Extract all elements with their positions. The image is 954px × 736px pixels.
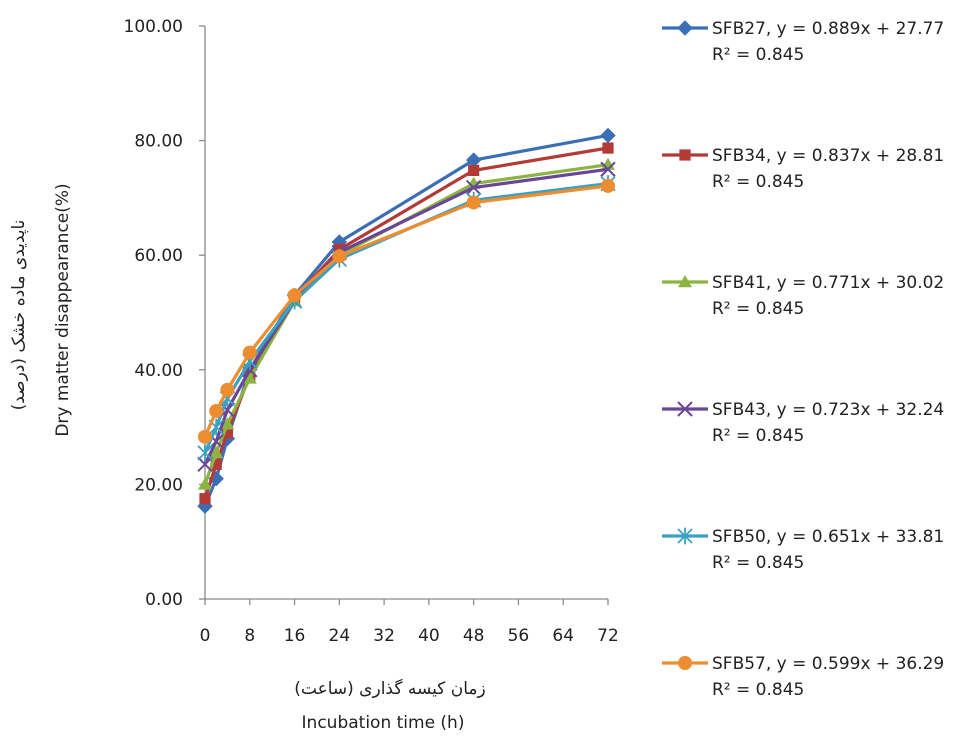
y-tick-label: 100.00 [124,17,183,37]
legend-item-sfb27: SFB27, y = 0.889x + 27.77 R² = 0.845 [662,19,944,65]
data-point [466,195,481,210]
legend-item-sfb34: SFB34, y = 0.837x + 28.81 R² = 0.845 [662,146,944,192]
data-point [209,404,224,419]
x-axis-title-persian: زمان کیسه گذاری (ساعت) [294,678,485,699]
data-point [197,456,213,473]
series-group [197,127,616,514]
x-tick-label: 64 [552,626,574,646]
data-point [197,444,213,462]
series-line [203,184,609,438]
series-sfb57 [198,178,615,444]
data-point-stroke [465,179,482,196]
x-tick-label: 0 [200,626,211,646]
y-tick-label: 80.00 [134,132,183,152]
series-sfb27 [197,127,616,514]
data-point-stroke [600,161,616,177]
data-point [679,149,691,161]
legend-equation: SFB50, y = 0.651x + 33.81 [712,527,944,547]
series-line [203,182,609,454]
data-point [242,371,257,384]
legend-item-sfb43: SFB43, y = 0.723x + 32.24 R² = 0.845 [662,400,944,446]
legend-r2: R² = 0.845 [712,426,804,446]
legend-equation: SFB41, y = 0.771x + 30.02 [712,273,944,293]
legend-equation: SFB27, y = 0.889x + 27.77 [712,19,944,39]
y-tick-label: 20.00 [134,475,183,495]
legend-equation: SFB57, y = 0.599x + 36.29 [712,654,944,674]
x-tick-label: 32 [373,626,395,646]
data-point [199,493,211,505]
data-point [601,178,615,193]
axes: 0.00 20.00 40.00 60.00 80.00 100.00 0 8 16 24 32 40… [124,17,619,646]
series-sfb41 [198,157,615,490]
legend-r2: R² = 0.845 [712,172,804,192]
data-point [468,164,480,176]
data-point [602,142,614,154]
data-point [600,161,616,177]
x-tick-label: 48 [463,626,485,646]
y-axis-title: Dry matter disappearance(%) [53,183,73,436]
data-point [465,179,482,196]
data-point [332,249,347,264]
data-point [221,427,233,439]
data-point [209,445,224,459]
x-tick-label: 8 [244,626,255,646]
x-tick-label: 24 [329,626,351,646]
series-line [203,167,609,466]
data-point [677,401,693,417]
data-point [600,127,616,144]
legend-r2: R² = 0.845 [712,680,804,700]
legend-equation: SFB34, y = 0.837x + 28.81 [712,146,944,166]
legend-r2: R² = 0.845 [712,45,804,65]
series-line [203,163,609,485]
data-point [678,275,692,288]
data-point [220,417,235,430]
y-tick-label: 0.00 [145,590,183,610]
legend-r2: R² = 0.845 [712,299,804,319]
x-tick-label: 72 [597,626,619,646]
legend-item-sfb50: SFB50, y = 0.651x + 33.81 R² = 0.845 [662,527,944,573]
legend-r2: R² = 0.845 [712,553,804,573]
data-point [198,429,212,444]
x-axis-title: Incubation time (h) [302,713,465,733]
series-sfb34 [199,142,614,505]
data-point [198,477,212,490]
data-point-stroke [197,456,213,473]
data-point [678,656,692,670]
x-tick-label: 56 [508,626,530,646]
y-tick-label: 60.00 [134,246,183,266]
data-point-stroke [677,401,693,417]
data-point [210,458,222,470]
x-tick-label: 40 [418,626,440,646]
y-tick-label: 40.00 [134,361,183,381]
data-point [677,20,693,36]
x-tick-label: 16 [284,626,306,646]
legend-item-sfb57: SFB57, y = 0.599x + 36.29 R² = 0.845 [662,654,944,700]
data-point [677,527,693,545]
y-axis-title-persian: ناپدیدی ماده خشک (درصد) [9,220,29,411]
legend-equation: SFB43, y = 0.723x + 32.24 [712,400,944,420]
data-point [220,382,235,397]
data-point [242,345,257,360]
legend-item-sfb41: SFB41, y = 0.771x + 30.02 R² = 0.845 [662,273,944,319]
data-point [287,288,302,303]
